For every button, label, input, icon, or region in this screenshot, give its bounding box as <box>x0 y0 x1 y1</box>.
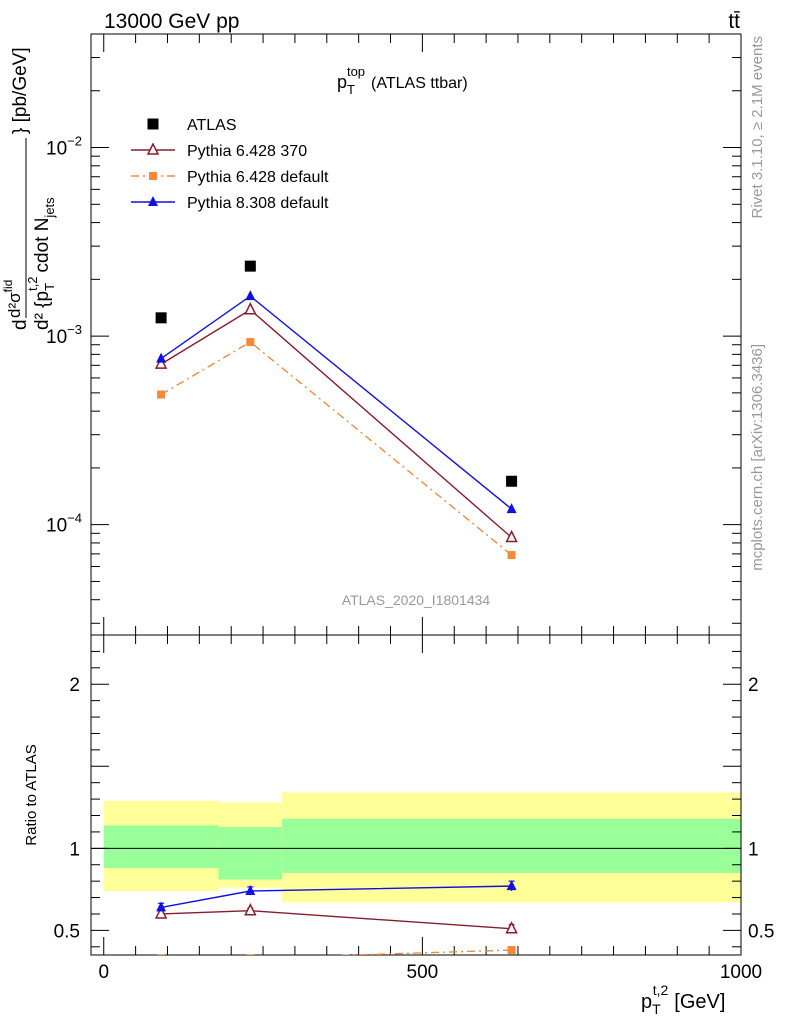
legend-marker-2 <box>149 172 157 180</box>
main-point-3-0 <box>156 352 167 363</box>
y-label-numerator-sup: fid <box>1 280 15 293</box>
ratio-band-green-1 <box>218 827 283 880</box>
legend-label-2: Pythia 6.428 default <box>187 169 329 186</box>
ratio-band-green-0 <box>103 825 219 869</box>
y-label-numerator: d²σ <box>5 292 24 318</box>
ratio-y-tick-label-right-0: 0.5 <box>748 921 774 942</box>
ratio-series-line-0 <box>161 909 512 930</box>
x-tick-label-1: 500 <box>407 962 439 983</box>
ratio-series <box>154 880 518 955</box>
ratio-point-2-2 <box>506 880 517 891</box>
plot-title-base: p <box>337 72 347 92</box>
plot-title: pTtop (ATLAS ttbar) <box>337 64 468 97</box>
main-point-3-2 <box>506 503 517 514</box>
ratio-y-tick-label-left-1: 1 <box>69 839 80 860</box>
main-y-tick-label-1: 10−3 <box>46 322 82 348</box>
svg-text:d² {pTt,2cdot Njets: d² {pTt,2 cdot Njets <box>25 197 57 330</box>
main-point-0-1 <box>244 260 256 272</box>
x-label-base: p <box>641 991 652 1013</box>
x-label-rest: [GeV] <box>674 991 725 1013</box>
main-series-line-3 <box>160 295 513 510</box>
ratio-point-0-2 <box>505 921 518 934</box>
ratio-y-axis-label: Ratio to ATLAS <box>23 744 40 845</box>
y-label-denominator-sup: t,2 <box>25 276 40 290</box>
ratio-y-tick-label-right-1: 1 <box>748 839 759 860</box>
ratio-y-tick-label-right-2: 2 <box>748 675 759 696</box>
mcplots-label: mcplots.cern.ch [arXiv:1306.3436] <box>749 344 766 571</box>
ratio-point-0-0 <box>154 906 168 919</box>
y-label-denominator-sub: T <box>42 283 57 291</box>
main-y-axis-label: d d²σfid d² {pTt,2 cdot Njets } [pb/GeV] <box>1 47 57 330</box>
legend-marker-1 <box>146 142 160 155</box>
y-label-unit: } [pb/GeV] <box>10 47 31 134</box>
x-label-sup: t,2 <box>653 982 669 998</box>
x-tick-label-2: 1000 <box>720 962 762 983</box>
ratio-point-0-1 <box>244 903 257 916</box>
main-point-3-1 <box>245 290 256 301</box>
legend-label-1: Pythia 6.428 370 <box>187 143 307 160</box>
x-tick-label-0: 0 <box>98 962 109 983</box>
y-label-denominator: d² {p <box>32 291 53 330</box>
plot-title-sup: top <box>347 64 365 79</box>
energy-label: 13000 GeV pp <box>104 10 239 33</box>
ratio-point-2-0 <box>156 901 167 912</box>
ratio-bands <box>103 792 741 903</box>
rivet-version-label: Rivet 3.1.10, ≥ 2.1M events <box>749 36 766 219</box>
analysis-watermark: ATLAS_2020_I1801434 <box>342 592 491 608</box>
legend-marker-0 <box>147 118 159 130</box>
y-label-left-d: d <box>10 319 31 330</box>
x-axis-label: pTt,2 [GeV] <box>641 982 725 1017</box>
main-series <box>154 260 518 560</box>
ratio-point-1-2 <box>507 946 516 955</box>
ratio-band-green-2 <box>282 818 741 873</box>
ratio-series-line-1 <box>332 949 512 955</box>
main-point-0-2 <box>506 475 518 487</box>
main-y-tick-label-2: 10−2 <box>46 134 82 160</box>
main-point-0-0 <box>155 312 167 324</box>
ratio-axis-ticks: 0.5 0.5 1 1 2 2 <box>54 634 774 948</box>
x-label-sub: T <box>652 1001 661 1017</box>
ratio-point-1-1 <box>246 954 255 955</box>
legend-label-0: ATLAS <box>187 117 237 134</box>
main-series-line-1 <box>160 308 513 539</box>
main-point-1-0 <box>154 356 168 369</box>
main-point-1-2 <box>505 529 518 543</box>
main-x-axis-ticks: 0 500 1000 <box>98 34 762 983</box>
legend: ATLAS Pythia 6.428 370 Pythia 6.428 defaul… <box>131 117 329 212</box>
main-point-2-2 <box>507 551 516 560</box>
ratio-y-tick-label-left-0: 0.5 <box>54 921 80 942</box>
ratio-panel-frame <box>90 634 742 956</box>
main-point-2-0 <box>157 390 166 399</box>
svg-text:d²σfid: d²σfid <box>1 280 24 318</box>
main-point-2-1 <box>246 338 255 347</box>
legend-marker-3 <box>148 196 158 206</box>
y-label-jets-sub: jets <box>42 197 57 219</box>
plot-title-sub: T <box>347 82 355 97</box>
y-label-denominator-rest: cdot N <box>32 218 53 273</box>
main-y-tick-label-0: 10−4 <box>46 511 82 537</box>
ratio-point-1-0 <box>157 954 166 955</box>
plot-title-rest: (ATLAS ttbar) <box>371 75 468 92</box>
main-series-line-2 <box>160 341 513 556</box>
ratio-point-2-1 <box>245 885 256 895</box>
main-point-1-1 <box>244 302 257 315</box>
ratio-y-tick-label-left-2: 2 <box>69 675 80 696</box>
legend-label-3: Pythia 8.308 default <box>187 195 329 212</box>
process-label: tt̄ <box>728 10 740 33</box>
main-y-axis-ticks: 10−4 10−3 10−2 <box>46 33 741 624</box>
